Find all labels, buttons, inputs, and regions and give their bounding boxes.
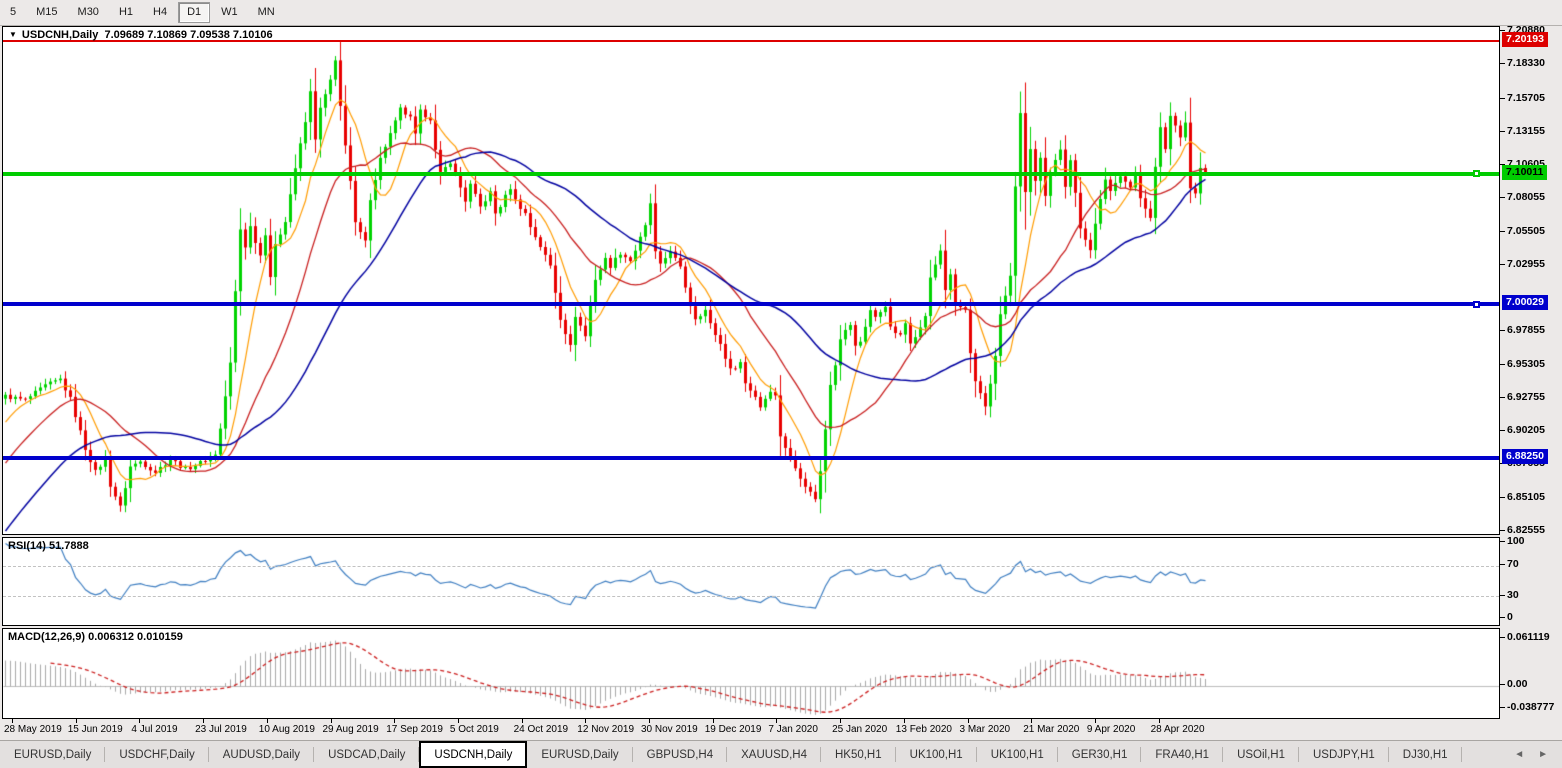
macd-indicator-pane: MACD(12,26,9) 0.006312 0.010159	[2, 628, 1500, 719]
price-axis-label: 7.05505	[1500, 224, 1545, 237]
date-tick	[1094, 719, 1096, 723]
date-tick	[12, 719, 13, 723]
chart-title: ▼ USDCNH,Daily 7.09689 7.10869 7.09538 7.…	[9, 29, 273, 41]
support-line-6.88250[interactable]	[3, 455, 1499, 460]
macd-chart-canvas[interactable]	[3, 629, 1499, 718]
price-axis-label: 6.90205	[1500, 424, 1545, 437]
macd-axis-label: 0.061119	[1500, 631, 1550, 643]
chart-tab[interactable]: USDCAD,Daily	[314, 741, 420, 768]
horizontal-line-7.10011[interactable]	[3, 171, 1499, 176]
chart-tab[interactable]: XAUUSD,H4	[727, 741, 821, 768]
chart-tab[interactable]: EURUSD,Daily	[527, 741, 634, 768]
chart-tab[interactable]: AUDUSD,Daily	[209, 741, 315, 768]
chart-tab[interactable]: USOil,H1	[1223, 741, 1299, 768]
rsi-axis-label: 70	[1500, 558, 1519, 570]
date-tick	[139, 719, 141, 723]
chart-tab[interactable]: GBPUSD,H4	[633, 741, 728, 768]
horizontal-line-7.00029[interactable]	[3, 302, 1499, 307]
chart-tab[interactable]: USDCHF,Daily	[105, 741, 210, 768]
chart-dropdown-icon[interactable]: ▼	[9, 30, 17, 39]
date-tick	[585, 719, 587, 723]
date-tick	[776, 719, 778, 723]
rsi-axis-label: 0	[1500, 611, 1513, 623]
date-tick	[903, 719, 905, 723]
price-axis-label: 6.97855	[1500, 324, 1545, 337]
chart-tab[interactable]: UK100,H1	[977, 741, 1058, 768]
macd-axis-label: -0.038777	[1499, 701, 1555, 713]
macd-label: MACD(12,26,9) 0.006312 0.010159	[8, 631, 183, 643]
price-axis[interactable]: 7.208807.183307.157057.131557.106057.080…	[1499, 24, 1562, 738]
rsi-axis-label: 100	[1500, 535, 1525, 547]
chart-tab[interactable]: GER30,H1	[1058, 741, 1142, 768]
timeframe-button[interactable]: D1	[178, 2, 211, 23]
tab-scroll-right-icon[interactable]: ►	[1538, 749, 1548, 760]
price-axis-label: 7.08055	[1500, 191, 1545, 204]
date-tick	[1158, 719, 1160, 723]
price-chart-canvas[interactable]	[3, 27, 1499, 534]
rsi-chart-canvas[interactable]	[3, 538, 1499, 625]
price-axis-label: 7.15705	[1500, 91, 1545, 104]
timeframe-button[interactable]: H4	[153, 6, 168, 18]
chart-tab[interactable]: HK50,H1	[821, 741, 896, 768]
price-badge-resistance: 7.20193	[1502, 31, 1548, 47]
date-tick	[967, 719, 969, 723]
chart-tab[interactable]: FRA40,H1	[1141, 741, 1223, 768]
timeframe-button[interactable]: M30	[77, 6, 99, 18]
timeframe-button[interactable]: W1	[221, 6, 238, 18]
timeframe-toolbar: 5 M15 M30 H1 H4 D1 W1 MN	[0, 0, 1562, 26]
price-axis-label: 7.18330	[1500, 57, 1545, 70]
date-tick	[1031, 719, 1033, 723]
chart-symbol-label: USDCNH,Daily	[21, 29, 99, 41]
date-tick	[521, 719, 523, 723]
price-axis-label: 7.02955	[1500, 257, 1545, 270]
price-badge-level: 7.10011	[1502, 164, 1548, 180]
price-badge-support: 6.88250	[1502, 448, 1548, 464]
rsi-value: 51.7888	[48, 540, 89, 552]
price-axis-label: 6.95305	[1500, 357, 1545, 370]
date-tick	[330, 719, 332, 723]
chart-tab[interactable]: DJ30,H1	[1389, 741, 1462, 768]
date-tick	[457, 719, 459, 723]
rsi-label: RSI(14) 51.7888	[8, 540, 89, 552]
rsi-indicator-pane: RSI(14) 51.7888	[2, 537, 1500, 626]
price-badge-level: 7.00029	[1502, 295, 1548, 311]
macd-values: 0.006312 0.010159	[88, 631, 183, 643]
price-axis-label: 6.85105	[1500, 490, 1545, 503]
price-axis-label: 6.92755	[1500, 390, 1545, 403]
chart-tab[interactable]: USDCNH,Daily	[419, 741, 528, 768]
chart-tab[interactable]: UK100,H1	[896, 741, 977, 768]
date-tick	[266, 719, 268, 723]
date-tick	[203, 719, 205, 723]
timeframe-button[interactable]: M15	[36, 6, 58, 18]
tab-scroll-left-icon[interactable]: ◄	[1514, 749, 1525, 760]
timeframe-button[interactable]: H1	[118, 6, 133, 18]
chart-tab[interactable]: USDJPY,H1	[1299, 741, 1389, 768]
candlestick-pane: ▼ USDCNH,Daily 7.09689 7.10869 7.09538 7.…	[2, 26, 1500, 535]
rsi-axis-label: 30	[1500, 589, 1519, 601]
timeframe-button[interactable]: 5	[10, 6, 17, 18]
macd-axis-label: 0.00	[1499, 678, 1528, 690]
price-axis-label: 6.82555	[1500, 524, 1545, 536]
date-tick	[840, 719, 842, 723]
line-drag-handle[interactable]	[1473, 300, 1480, 308]
line-drag-handle[interactable]	[1473, 170, 1480, 178]
date-axis[interactable]: 28 May 2019 15 Jun 2019 4 Jul 2019 23 Ju…	[2, 719, 1500, 740]
timeframe-button[interactable]: MN	[257, 6, 275, 18]
date-tick	[394, 719, 396, 723]
rsi-level-line	[3, 596, 1499, 598]
rsi-level-line	[3, 565, 1499, 567]
date-tick	[649, 719, 650, 723]
resistance-line-7.20193[interactable]	[3, 39, 1499, 42]
chart-ohlc-quotes: 7.09689 7.10869 7.09538 7.10106	[104, 29, 273, 41]
date-tick	[75, 719, 77, 723]
price-axis-label: 7.13155	[1500, 124, 1545, 137]
chart-tab-bar: EURUSD,Daily USDCHF,Daily AUDUSD,Daily USDC…	[0, 740, 1562, 768]
date-tick	[712, 719, 714, 723]
chart-tab[interactable]: EURUSD,Daily	[0, 741, 106, 768]
